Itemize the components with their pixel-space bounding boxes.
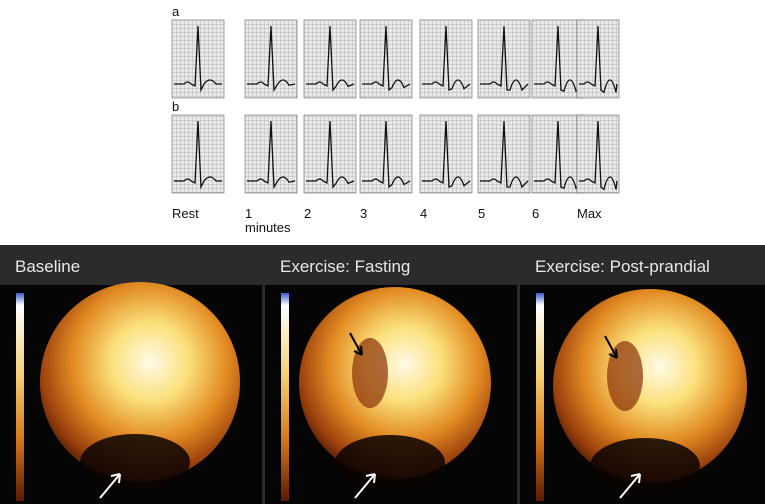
- time-label: 5: [478, 206, 485, 221]
- time-label: 4: [420, 206, 427, 221]
- defect: [590, 438, 700, 494]
- time-label: 3: [360, 206, 367, 221]
- time-label: 2: [304, 206, 311, 221]
- color-bar: [536, 293, 544, 501]
- defect: [335, 435, 445, 491]
- row-label: b: [172, 99, 179, 114]
- color-bar: [281, 293, 289, 501]
- scan-title: Exercise: Post-prandial: [535, 257, 710, 276]
- panel-divider: [262, 285, 265, 504]
- defect: [80, 434, 190, 490]
- scan-title: Exercise: Fasting: [280, 257, 410, 276]
- time-label: Rest: [172, 206, 199, 221]
- time-unit: minutes: [245, 220, 291, 235]
- scan-panel: Baseline Exercise: Fasting Exercise: Post-…: [15, 257, 747, 504]
- time-label: 6: [532, 206, 539, 221]
- row-label: a: [172, 4, 180, 19]
- panel-divider: [517, 285, 520, 504]
- time-label: 1: [245, 206, 252, 221]
- color-bar: [16, 293, 24, 501]
- ecg-panel: a b Rest 1 2 3 4 5 6 Max minutes: [172, 4, 619, 235]
- time-label: Max: [577, 206, 602, 221]
- scan-title: Baseline: [15, 257, 80, 276]
- figure: a b Rest 1 2 3 4 5 6 Max minutes Baseline Exercise:…: [0, 0, 765, 504]
